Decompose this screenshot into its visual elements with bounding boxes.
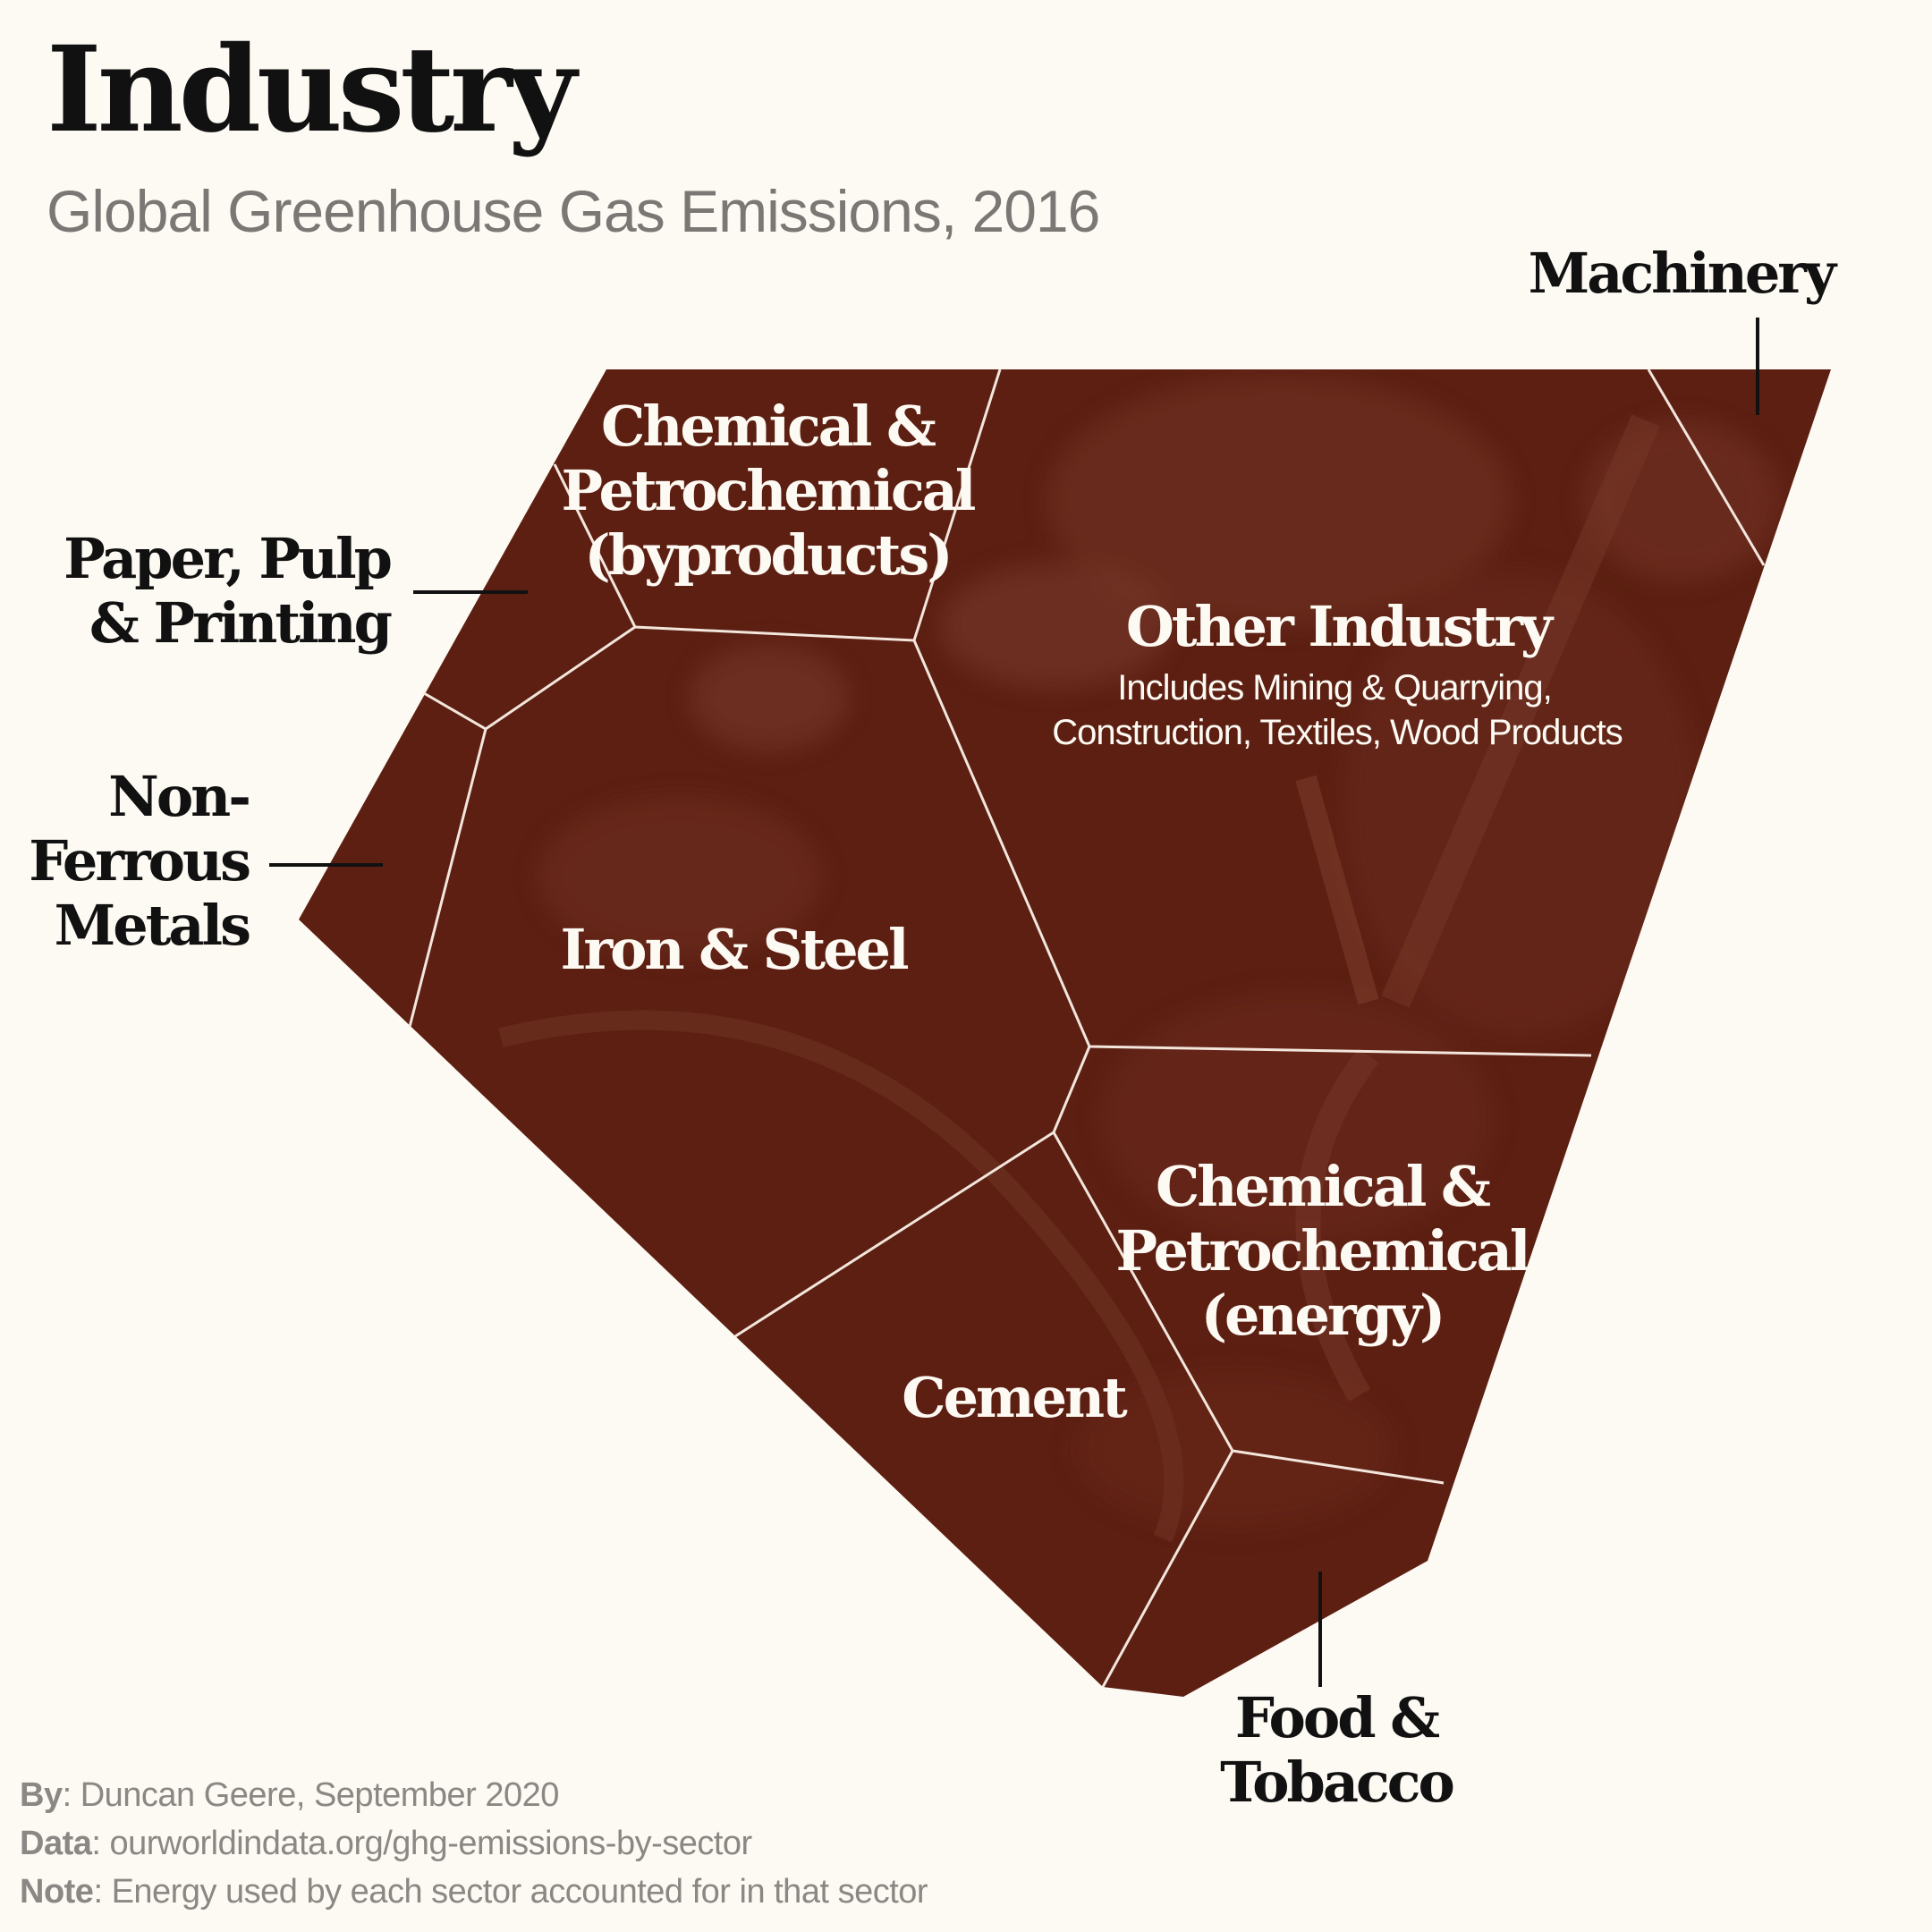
credit-note-value: : Energy used by each sector accounted f… [93,1873,928,1911]
food-tobacco-line-2: Tobacco [1220,1750,1453,1815]
credit-data-value: : ourworldindata.org/ghg-emissions-by-se… [91,1825,752,1862]
cell-label-chem-energy: Chemical & Petrochemical (energy) [1116,1154,1533,1348]
cement-label: Cement [902,1365,1128,1430]
non-ferrous-line-2: Ferrous [29,828,250,894]
iron-steel-label: Iron & Steel [560,917,909,982]
paper-line-2: & Printing [89,590,392,656]
non-ferrous-line-1: Non- [108,764,249,829]
cell-borders [408,369,1766,1688]
chem-byproducts-line-3: (byproducts) [584,522,950,588]
food-tobacco-line-1: Food & [1235,1685,1439,1750]
machinery-label: Machinery [1529,241,1838,306]
credits: By: Duncan Geere, September 2020 Data: o… [20,1771,928,1916]
background-texture [498,376,1780,1543]
page-subtitle: Global Greenhouse Gas Emissions, 2016 [47,178,1100,244]
credit-data-label: Data [20,1825,92,1862]
cell-label-other-industry: Other Industry Includes Mining & Quarryi… [1052,594,1623,752]
credit-data: Data: ourworldindata.org/ghg-emissions-b… [20,1819,928,1868]
cell-label-chem-byproducts: Chemical & Petrochemical (byproducts) [562,394,979,588]
chem-energy-line-2: Petrochemical [1116,1218,1530,1284]
chem-energy-line-3: (energy) [1201,1283,1444,1348]
credit-by-label: By [20,1776,63,1814]
non-ferrous-callout: Non- Ferrous Metals [29,764,383,958]
credit-by: By: Duncan Geere, September 2020 [20,1771,928,1819]
credit-note-label: Note [20,1873,94,1911]
food-tobacco-callout: Food & Tobacco [1220,1572,1456,1815]
page-title: Industry [47,21,577,159]
paper-line-1: Paper, Pulp [64,526,391,591]
chem-byproducts-line-2: Petrochemical [562,458,976,523]
paper-callout: Paper, Pulp & Printing [64,526,528,656]
chem-byproducts-line-1: Chemical & [601,394,936,459]
credit-by-value: : Duncan Geere, September 2020 [62,1776,560,1814]
other-industry-title: Other Industry [1126,594,1555,659]
non-ferrous-line-3: Metals [55,893,250,958]
machinery-callout: Machinery [1529,241,1841,415]
other-industry-note-1: Includes Mining & Quarrying, [1117,668,1552,708]
chem-energy-line-1: Chemical & [1156,1154,1490,1219]
other-industry-note-2: Construction, Textiles, Wood Products [1052,713,1622,752]
credit-note: Note: Energy used by each sector account… [20,1868,928,1916]
